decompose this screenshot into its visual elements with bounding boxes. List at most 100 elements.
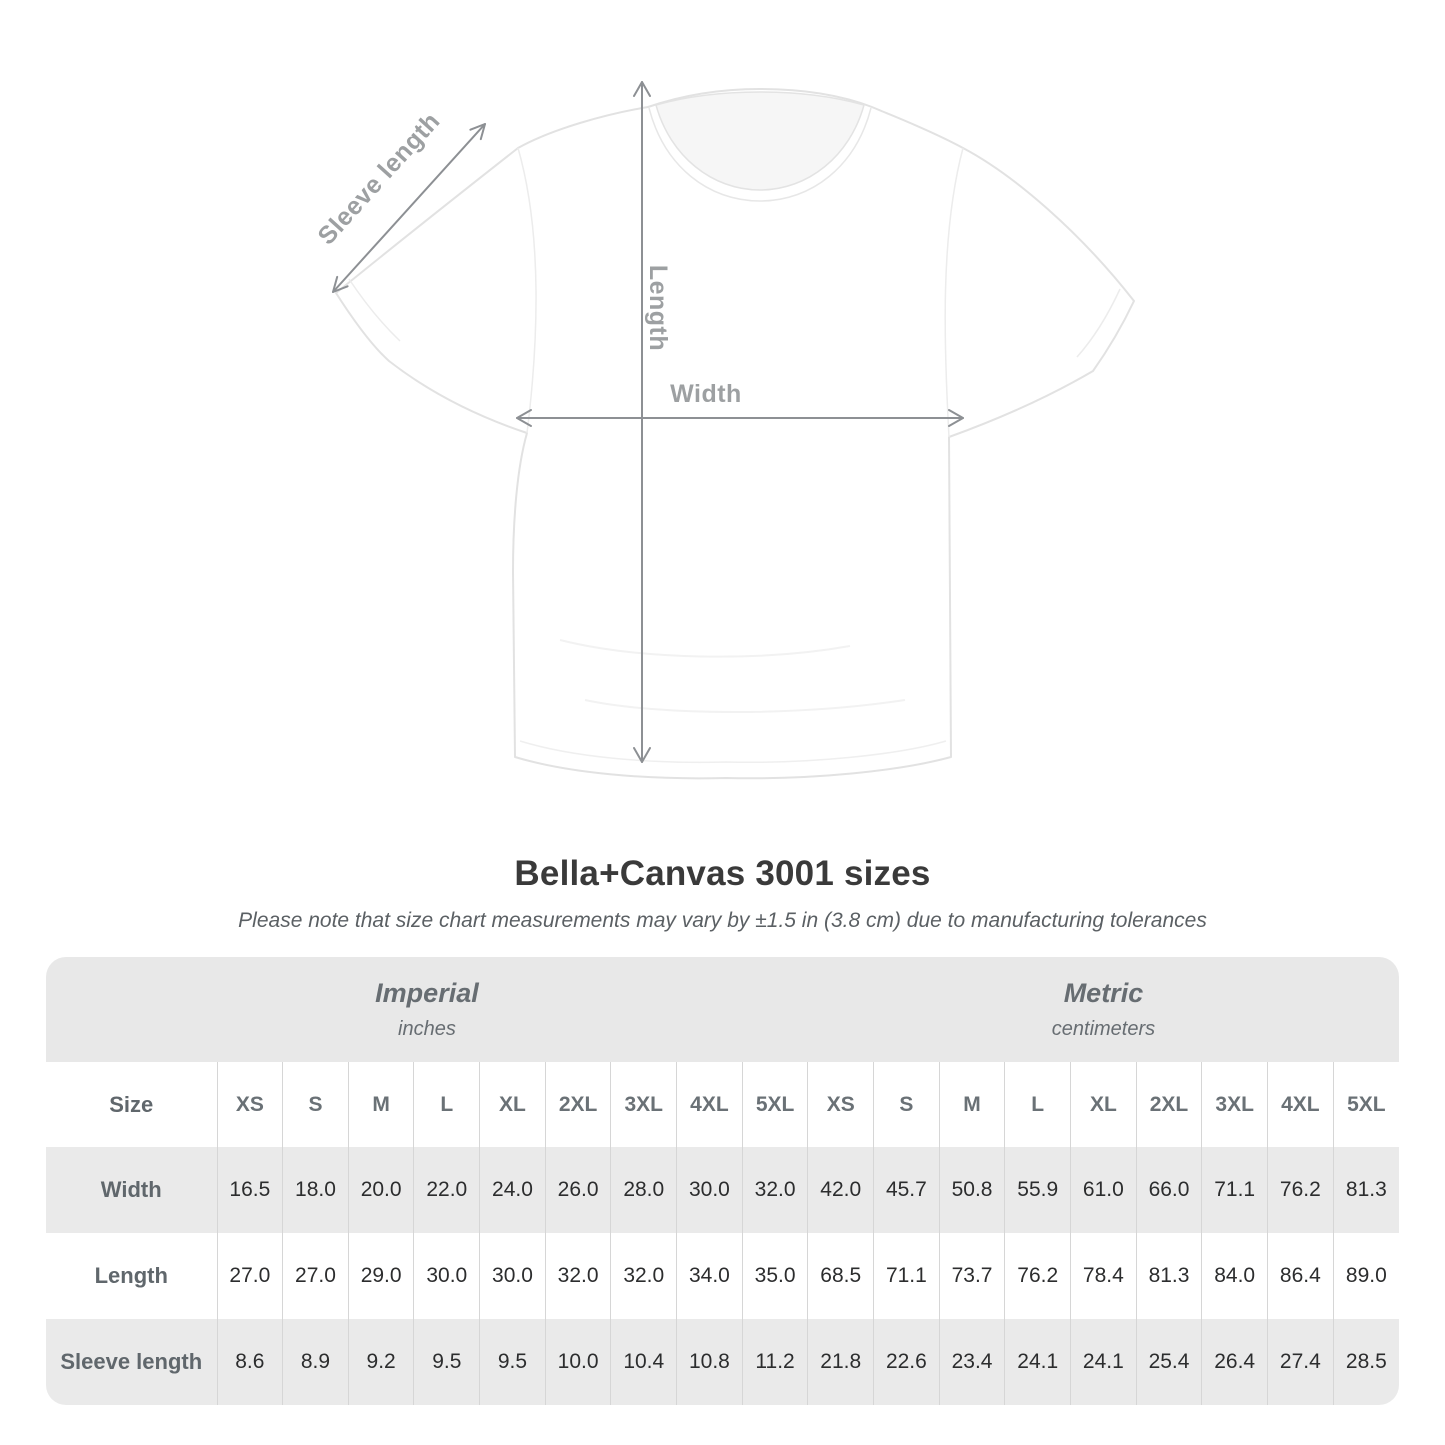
size-column-metric-s: S (873, 1062, 940, 1147)
tshirt-collar-seam (648, 107, 872, 202)
width-metric-value: 45.7 (873, 1147, 940, 1233)
sleeve-length-metric-value: 23.4 (938, 1319, 1005, 1405)
length-imperial-value: 27.0 (216, 1233, 283, 1319)
sleeve-arrowhead-top (469, 123, 486, 141)
width-metric-value: 66.0 (1135, 1147, 1202, 1233)
sleeve-length-metric-value: 26.4 (1201, 1319, 1268, 1405)
size-table: Imperial inches Metric centimeters Size … (46, 957, 1399, 1405)
width-metric-value: 71.1 (1201, 1147, 1268, 1233)
sleeve-length-imperial-value: 11.2 (741, 1319, 808, 1405)
sleeve-length-metric-value: 22.6 (873, 1319, 940, 1405)
width-metric-value: 42.0 (807, 1147, 874, 1233)
tshirt-left-cuff-fold (348, 278, 401, 342)
sleeve-length-imperial-value: 9.5 (413, 1319, 480, 1405)
tshirt-illustration (335, 88, 1135, 780)
size-column-imperial-2xl: 2XL (544, 1062, 611, 1147)
width-metric-value: 50.8 (938, 1147, 1005, 1233)
length-imperial-value: 30.0 (413, 1233, 480, 1319)
length-metric-value: 89.0 (1332, 1233, 1399, 1319)
width-imperial-value: 16.5 (216, 1147, 283, 1233)
row-label-length: Length (94, 1263, 168, 1288)
tshirt-wrinkle (559, 639, 851, 658)
width-imperial-value: 32.0 (741, 1147, 808, 1233)
length-metric-value: 86.4 (1267, 1233, 1334, 1319)
tshirt-right-sleeve-seam (944, 147, 964, 438)
length-metric-value: 76.2 (1004, 1233, 1071, 1319)
width-imperial-value: 26.0 (544, 1147, 611, 1233)
size-column-imperial-xs: XS (216, 1062, 283, 1147)
sleeve-length-metric-value: 25.4 (1135, 1319, 1202, 1405)
tolerance-note: Please note that size chart measurements… (238, 909, 1207, 932)
sleeve-length-imperial-value: 9.2 (347, 1319, 414, 1405)
tshirt-diagram-svg: Sleeve length Length Width (312, 81, 1135, 780)
length-metric-value: 78.4 (1070, 1233, 1137, 1319)
size-column-metric-5xl: 5XL (1332, 1062, 1399, 1147)
page-title: Bella+Canvas 3001 sizes (514, 854, 931, 893)
sleeve-length-imperial-value: 8.6 (216, 1319, 283, 1405)
sleeve-length-imperial-value: 10.8 (676, 1319, 743, 1405)
sleeve-length-imperial-value: 10.4 (610, 1319, 677, 1405)
length-imperial-value: 35.0 (741, 1233, 808, 1319)
size-column-header: Size (46, 1062, 217, 1147)
table-row-width: Width 16.5 18.0 20.0 22.0 24.0 26.0 28.0 30.0 32… (46, 1147, 1399, 1233)
size-column-imperial-s: S (282, 1062, 349, 1147)
size-column-metric-m: M (938, 1062, 1005, 1147)
size-column-metric-2xl: 2XL (1135, 1062, 1202, 1147)
unit-group-row: Imperial inches Metric centimeters (46, 957, 1399, 1062)
tshirt-neck-opening (655, 91, 865, 191)
length-metric-value: 73.7 (938, 1233, 1005, 1319)
length-imperial-value: 30.0 (479, 1233, 546, 1319)
length-metric-value: 84.0 (1201, 1233, 1268, 1319)
length-imperial-value: 32.0 (610, 1233, 677, 1319)
width-arrowhead-right (948, 409, 964, 427)
measurement-arrows (332, 81, 964, 763)
width-imperial-value: 20.0 (347, 1147, 414, 1233)
tshirt-wrinkle (584, 699, 906, 713)
width-metric-value: 61.0 (1070, 1147, 1137, 1233)
table-row-length: Length 27.0 27.0 29.0 30.0 30.0 32.0 32.0 34.0 3… (46, 1233, 1399, 1319)
size-header-row: Size XS S M L XL 2XL 3XL 4XL 5XL XS S M L XL 2XL 3XL 4XL… (46, 1062, 1399, 1147)
table-row-sleeve-length: Sleeve length 8.6 8.9 9.2 9.5 9.5 10.0 10.4 10.… (46, 1319, 1399, 1405)
size-column-metric-4xl: 4XL (1267, 1062, 1334, 1147)
row-label-width: Width (100, 1177, 162, 1202)
size-column-imperial-m: M (347, 1062, 414, 1147)
imperial-group-header: Imperial inches (46, 957, 808, 1062)
length-imperial-value: 32.0 (544, 1233, 611, 1319)
tshirt-left-sleeve-seam (517, 147, 537, 434)
size-column-imperial-4xl: 4XL (676, 1062, 743, 1147)
sleeve-length-imperial-value: 9.5 (479, 1319, 546, 1405)
size-column-imperial-xl: XL (479, 1062, 546, 1147)
length-arrowhead-bottom (633, 747, 651, 763)
width-imperial-value: 24.0 (479, 1147, 546, 1233)
size-column-metric-l: L (1004, 1062, 1071, 1147)
length-imperial-value: 27.0 (282, 1233, 349, 1319)
sleeve-length-imperial-value: 8.9 (282, 1319, 349, 1405)
size-table-card: Imperial inches Metric centimeters Size … (46, 957, 1399, 1405)
length-metric-value: 71.1 (873, 1233, 940, 1319)
length-arrowhead-top (633, 81, 651, 97)
imperial-label: Imperial (375, 978, 479, 1008)
metric-label: Metric (1063, 978, 1144, 1008)
width-imperial-value: 22.0 (413, 1147, 480, 1233)
sleeve-length-metric-value: 28.5 (1332, 1319, 1399, 1405)
length-imperial-value: 34.0 (676, 1233, 743, 1319)
length-label: Length (644, 265, 672, 351)
length-imperial-value: 29.0 (347, 1233, 414, 1319)
tshirt-hem-stitch (519, 740, 947, 764)
sleeve-arrow-line (332, 123, 486, 293)
sleeve-length-metric-value: 24.1 (1070, 1319, 1137, 1405)
metric-unit: centimeters (1051, 1018, 1156, 1040)
length-metric-value: 81.3 (1135, 1233, 1202, 1319)
row-label-sleeve-length: Sleeve length (60, 1349, 203, 1374)
width-metric-value: 76.2 (1267, 1147, 1334, 1233)
size-column-imperial-l: L (413, 1062, 480, 1147)
imperial-unit: inches (398, 1018, 456, 1040)
width-metric-value: 81.3 (1332, 1147, 1399, 1233)
sleeve-length-metric-value: 24.1 (1004, 1319, 1071, 1405)
size-column-metric-xl: XL (1070, 1062, 1137, 1147)
size-column-imperial-5xl: 5XL (741, 1062, 808, 1147)
chart-header: Bella+Canvas 3001 sizes Please note that… (0, 854, 1445, 933)
tshirt-measurement-diagram: Sleeve length Length Width (312, 81, 1135, 780)
sleeve-length-imperial-value: 10.0 (544, 1319, 611, 1405)
size-chart-page: Sleeve length Length Width Bella+Canvas … (0, 81, 1445, 1405)
